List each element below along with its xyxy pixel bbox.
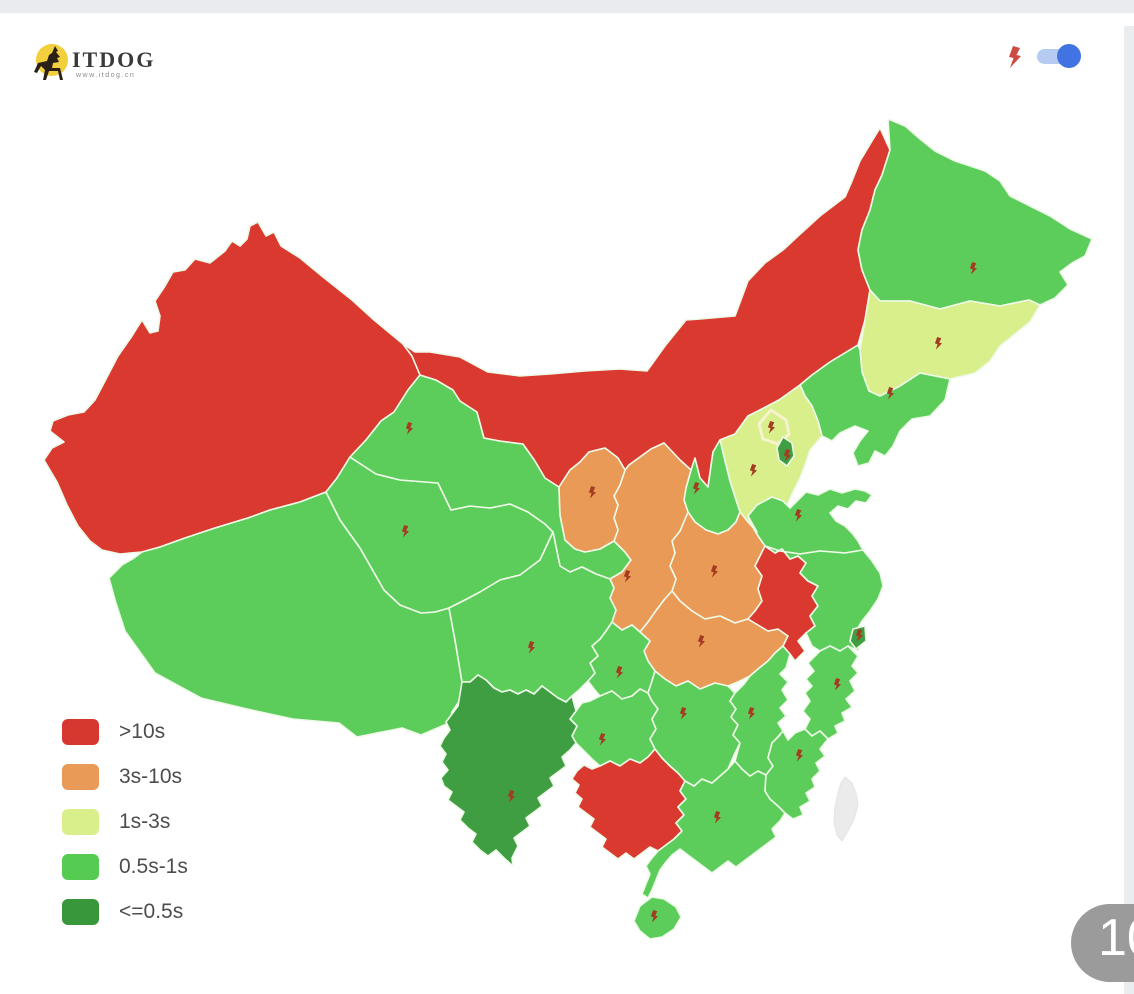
svg-text:www.itdog.cn: www.itdog.cn	[75, 72, 135, 79]
svg-text:ITDOG: ITDOG	[72, 47, 155, 72]
